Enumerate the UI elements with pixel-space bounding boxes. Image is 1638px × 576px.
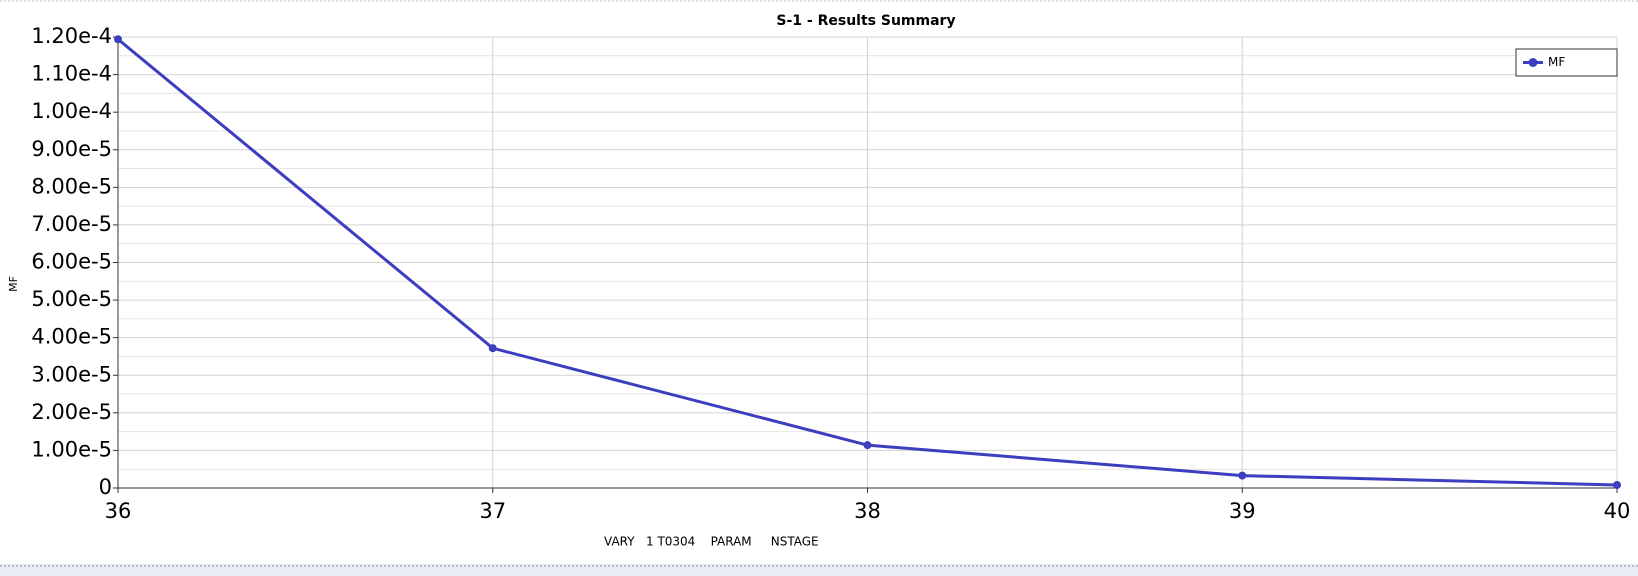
data-point [488,344,497,353]
y-tick-label: 1.10e-4 [31,62,112,86]
x-tick-label: 36 [105,499,132,523]
data-point [863,441,872,450]
y-tick-label: 9.00e-5 [31,137,112,161]
y-tick-label: 2.00e-5 [31,400,112,424]
frame-bottom [0,564,1638,576]
x-tick-label: 39 [1229,499,1256,523]
data-point [1238,471,1247,480]
y-tick-label: 7.00e-5 [31,212,112,236]
legend-label: MF [1548,55,1565,69]
y-tick-label: 1.20e-4 [31,24,112,48]
x-axis-label: VARY 1 T0304 PARAM NSTAGE [604,535,819,549]
y-tick-label: 6.00e-5 [31,250,112,274]
y-tick-label: 1.00e-4 [31,99,112,123]
y-tick-label: 3.00e-5 [31,362,112,386]
x-tick-label: 37 [479,499,506,523]
y-tick-label: 4.00e-5 [31,325,112,349]
y-tick-label: 8.00e-5 [31,174,112,198]
data-point [114,35,122,44]
x-tick-label: 38 [854,499,881,523]
y-tick-label: 0 [99,475,112,499]
data-point [1613,480,1621,489]
chart-title: S-1 - Results Summary [776,13,955,29]
y-axis-label: MF [7,276,20,292]
y-tick-label: 1.00e-5 [31,437,112,461]
legend-marker [1528,58,1538,67]
y-tick-label: 5.00e-5 [31,287,112,311]
x-tick-label: 40 [1604,499,1631,523]
